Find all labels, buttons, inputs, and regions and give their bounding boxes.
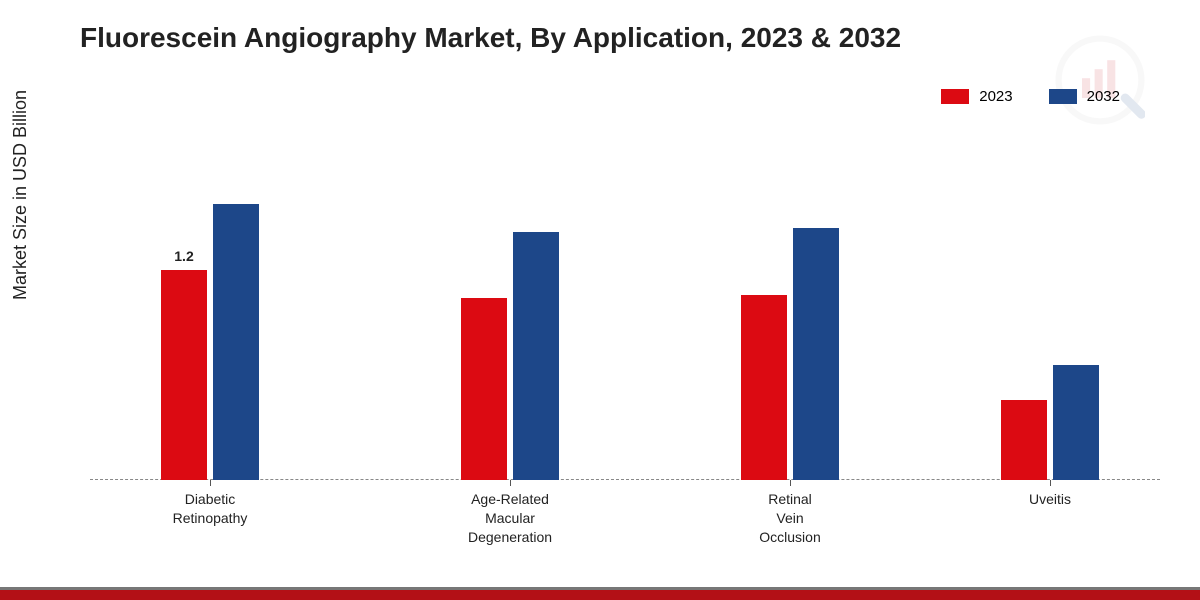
bar	[741, 295, 787, 481]
x-axis-tick-label-line: Age-Related	[430, 490, 590, 509]
legend-item-2023: 2023	[941, 88, 1012, 105]
y-axis-label: Market Size in USD Billion	[10, 90, 31, 300]
bar-group: 1.2	[161, 204, 259, 481]
legend: 2023 2032	[941, 88, 1120, 105]
x-axis-tick-label-line: Degeneration	[430, 528, 590, 547]
bar-group	[461, 232, 559, 481]
bar	[513, 232, 559, 481]
footer-accent-bar	[0, 587, 1200, 600]
x-axis-tick-label-line: Vein	[710, 509, 870, 528]
bar-group	[1001, 365, 1099, 481]
x-axis-tick-label-line: Occlusion	[710, 528, 870, 547]
x-axis-tick: DiabeticRetinopathy	[130, 480, 290, 528]
bar	[793, 228, 839, 480]
x-axis-tick-mark	[790, 480, 791, 486]
x-axis-tick-label-line: Uveitis	[970, 490, 1130, 509]
x-axis-tick-mark	[510, 480, 511, 486]
x-axis-tick-label-line: Macular	[430, 509, 590, 528]
chart-plot-area: 1.2	[90, 130, 1160, 480]
x-axis-tick-label-line: Diabetic	[130, 490, 290, 509]
x-axis-tick: Uveitis	[970, 480, 1130, 509]
legend-label-2032: 2032	[1087, 88, 1120, 105]
x-axis-tick: Age-RelatedMacularDegeneration	[430, 480, 590, 547]
legend-swatch-2023	[941, 89, 969, 104]
bar	[461, 298, 507, 480]
footer-thick-line	[0, 590, 1200, 600]
chart-title: Fluorescein Angiography Market, By Appli…	[80, 22, 901, 54]
bar	[1001, 400, 1047, 481]
x-axis-tick-mark	[210, 480, 211, 486]
bar	[213, 204, 259, 481]
legend-label-2023: 2023	[979, 88, 1012, 105]
bar-value-label: 1.2	[161, 248, 207, 264]
legend-swatch-2032	[1049, 89, 1077, 104]
x-axis-tick-label-line: Retinal	[710, 490, 870, 509]
bar	[1053, 365, 1099, 481]
x-axis-tick-mark	[1050, 480, 1051, 486]
watermark-logo-icon	[1055, 35, 1145, 125]
bar-group	[741, 228, 839, 480]
legend-item-2032: 2032	[1049, 88, 1120, 105]
x-axis-tick-label-line: Retinopathy	[130, 509, 290, 528]
bar: 1.2	[161, 270, 207, 480]
x-axis-tick: RetinalVeinOcclusion	[710, 480, 870, 547]
